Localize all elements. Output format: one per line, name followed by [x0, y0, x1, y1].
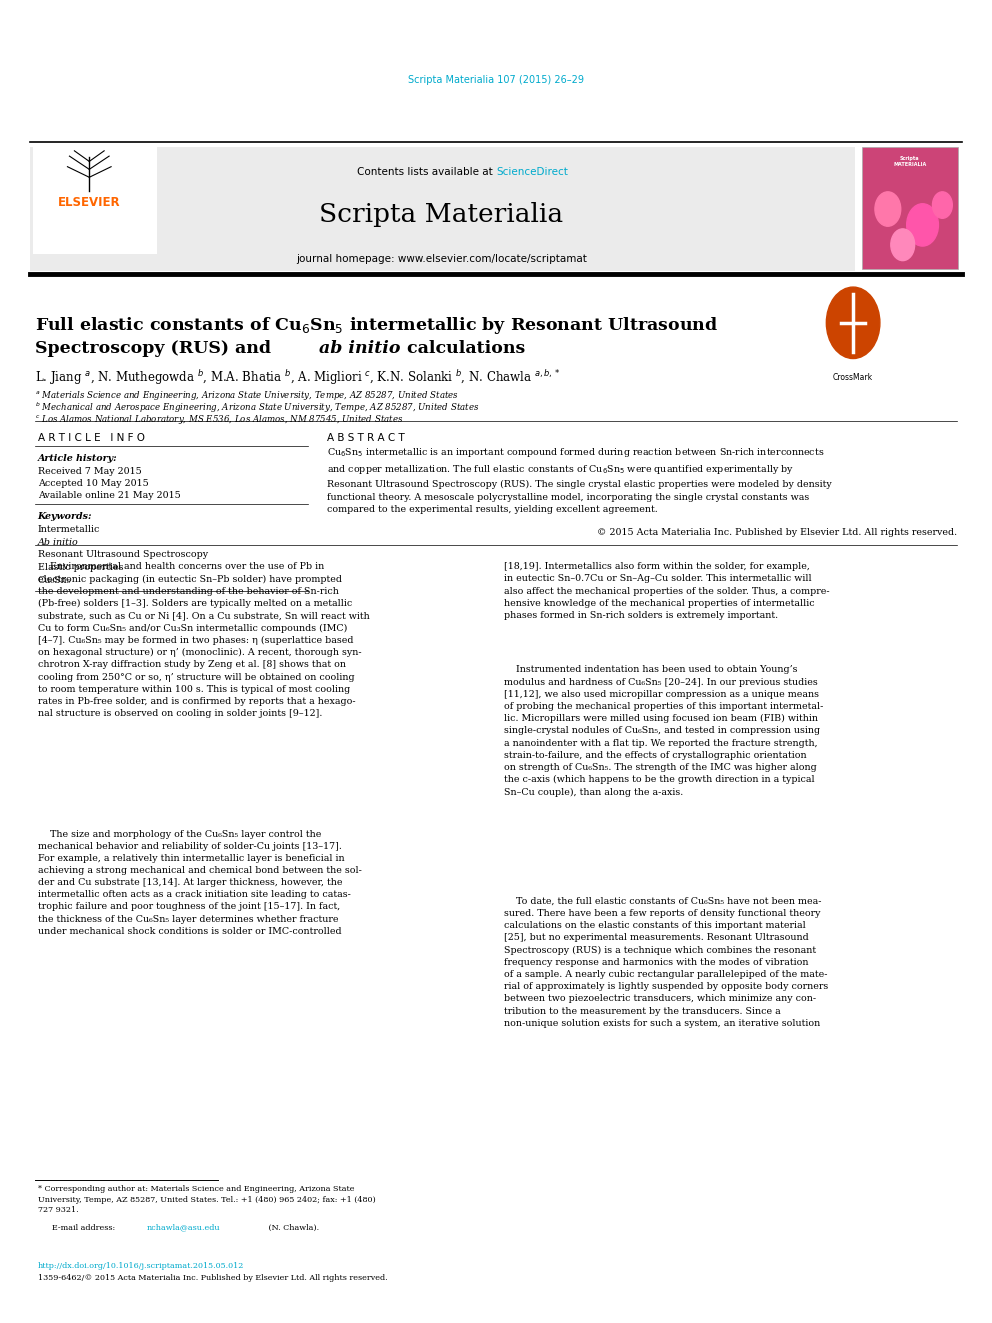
- Text: Available online 21 May 2015: Available online 21 May 2015: [38, 491, 181, 500]
- Text: ScienceDirect: ScienceDirect: [496, 167, 567, 177]
- Text: Contents lists available at: Contents lists available at: [357, 167, 496, 177]
- Bar: [30, 147, 855, 271]
- Text: Cu₆Sn₅: Cu₆Sn₅: [38, 576, 71, 585]
- Text: 1359-6462/© 2015 Acta Materialia Inc. Published by Elsevier Ltd. All rights rese: 1359-6462/© 2015 Acta Materialia Inc. Pu…: [38, 1274, 387, 1282]
- Text: calculations: calculations: [401, 340, 525, 357]
- Text: http://dx.doi.org/10.1016/j.scriptamat.2015.05.012: http://dx.doi.org/10.1016/j.scriptamat.2…: [38, 1262, 244, 1270]
- Text: © 2015 Acta Materialia Inc. Published by Elsevier Ltd. All rights reserved.: © 2015 Acta Materialia Inc. Published by…: [597, 528, 957, 537]
- Text: (N. Chawla).: (N. Chawla).: [266, 1224, 319, 1232]
- Text: $^c$ Los Alamos National Laboratory, MS E536, Los Alamos, NM 87545, United State: $^c$ Los Alamos National Laboratory, MS …: [35, 413, 403, 426]
- Bar: [862, 147, 958, 269]
- Text: Elastic properties: Elastic properties: [38, 562, 123, 572]
- Text: A B S T R A C T: A B S T R A C T: [327, 433, 405, 443]
- Text: Cu$_6$Sn$_5$ intermetallic is an important compound formed during reaction betwe: Cu$_6$Sn$_5$ intermetallic is an importa…: [327, 446, 832, 515]
- Text: Scripta
MATERIALIA: Scripta MATERIALIA: [893, 156, 927, 167]
- Text: Ab initio: Ab initio: [38, 537, 78, 546]
- Text: To date, the full elastic constants of Cu₆Sn₅ have not been mea-
sured. There ha: To date, the full elastic constants of C…: [504, 897, 828, 1028]
- Text: $^a$ Materials Science and Engineering, Arizona State University, Tempe, AZ 8528: $^a$ Materials Science and Engineering, …: [35, 389, 458, 402]
- Text: [18,19]. Intermetallics also form within the solder, for example,
in eutectic Sn: [18,19]. Intermetallics also form within…: [504, 562, 829, 620]
- Text: Scripta Materialia: Scripta Materialia: [319, 202, 563, 228]
- Text: ab initio: ab initio: [319, 340, 401, 357]
- Text: CrossMark: CrossMark: [833, 373, 873, 382]
- Bar: [33, 146, 157, 254]
- Text: Resonant Ultrasound Spectroscopy: Resonant Ultrasound Spectroscopy: [38, 550, 207, 560]
- Text: Full elastic constants of Cu$_6$Sn$_5$ intermetallic by Resonant Ultrasound: Full elastic constants of Cu$_6$Sn$_5$ i…: [35, 315, 718, 336]
- Text: Instrumented indentation has been used to obtain Young’s
modulus and hardness of: Instrumented indentation has been used t…: [504, 665, 823, 796]
- Text: Article history:: Article history:: [38, 454, 117, 463]
- Text: * Corresponding author at: Materials Science and Engineering, Arizona State
Univ: * Corresponding author at: Materials Sci…: [38, 1185, 375, 1215]
- Text: E-mail address:: E-mail address:: [52, 1224, 117, 1232]
- Circle shape: [891, 229, 915, 261]
- Text: $^b$ Mechanical and Aerospace Engineering, Arizona State University, Tempe, AZ 8: $^b$ Mechanical and Aerospace Engineerin…: [35, 401, 479, 415]
- Text: Received 7 May 2015: Received 7 May 2015: [38, 467, 142, 476]
- Circle shape: [826, 287, 880, 359]
- Text: nchawla@asu.edu: nchawla@asu.edu: [147, 1224, 220, 1232]
- Text: Intermetallic: Intermetallic: [38, 525, 100, 534]
- Text: The size and morphology of the Cu₆Sn₅ layer control the
mechanical behavior and : The size and morphology of the Cu₆Sn₅ la…: [38, 830, 361, 935]
- Circle shape: [875, 192, 901, 226]
- Circle shape: [907, 204, 938, 246]
- Circle shape: [932, 192, 952, 218]
- Text: Scripta Materialia 107 (2015) 26–29: Scripta Materialia 107 (2015) 26–29: [408, 74, 584, 85]
- Text: Environmental and health concerns over the use of Pb in
electronic packaging (in: Environmental and health concerns over t…: [38, 562, 369, 718]
- Text: L. Jiang $^a$, N. Muthegowda $^b$, M.A. Bhatia $^b$, A. Migliori $^c$, K.N. Sola: L. Jiang $^a$, N. Muthegowda $^b$, M.A. …: [35, 368, 560, 386]
- Text: ELSEVIER: ELSEVIER: [58, 196, 121, 209]
- Text: A R T I C L E   I N F O: A R T I C L E I N F O: [38, 433, 145, 443]
- Text: Accepted 10 May 2015: Accepted 10 May 2015: [38, 479, 149, 488]
- Text: Spectroscopy (RUS) and: Spectroscopy (RUS) and: [35, 340, 277, 357]
- Text: Keywords:: Keywords:: [38, 512, 92, 521]
- Text: journal homepage: www.elsevier.com/locate/scriptamat: journal homepage: www.elsevier.com/locat…: [296, 254, 587, 265]
